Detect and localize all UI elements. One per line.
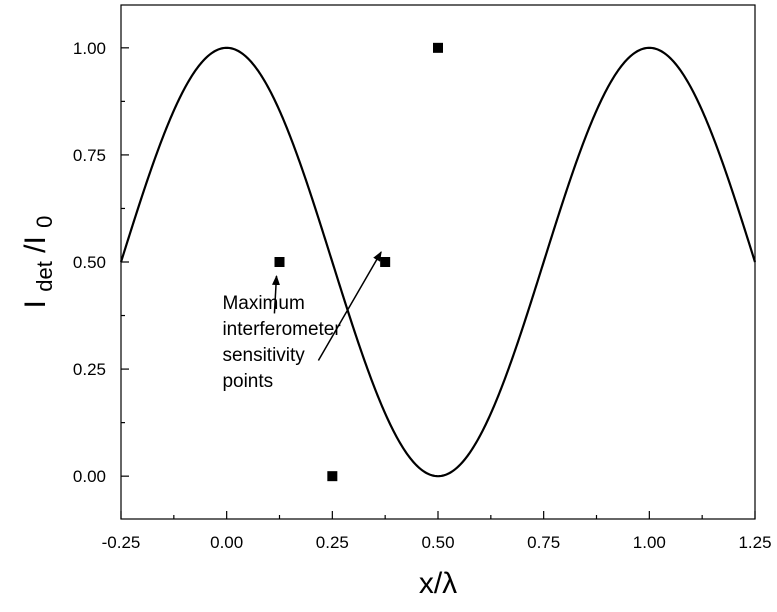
- y-label-sep: /I: [19, 236, 52, 253]
- annotation-arrow: [272, 275, 280, 314]
- annotation-text-line: points: [222, 371, 273, 392]
- plot-frame: [120, 4, 756, 520]
- x-tick-label: 0.75: [527, 533, 560, 552]
- series-line: [119, 46, 757, 478]
- y-axis-label: I det /I 0: [19, 216, 59, 309]
- annotation-arrow: [317, 251, 382, 361]
- y-tick-label: 0.00: [73, 467, 106, 486]
- y-tick-label: 0.50: [73, 253, 106, 272]
- annotation-text-line: Maximum: [222, 293, 304, 314]
- data-point-marker: [433, 42, 443, 53]
- x-axis-label: x/λ: [419, 567, 457, 600]
- x-tick-label: 0.50: [421, 533, 454, 552]
- x-tick-label: 0.00: [210, 533, 243, 552]
- y-label-main: I: [19, 300, 52, 308]
- y-tick-label: 0.75: [73, 146, 106, 165]
- annotation-text-line: interferometer: [222, 319, 341, 340]
- x-tick-label: -0.25: [102, 533, 141, 552]
- y-label-sub2: 0: [32, 216, 57, 228]
- x-tick-label: 0.25: [316, 533, 349, 552]
- y-tick-label: 0.25: [73, 360, 106, 379]
- y-label-sub1: det: [32, 261, 57, 292]
- y-tick-label: 1.00: [73, 39, 106, 58]
- data-point-marker: [327, 471, 338, 482]
- x-tick-label: 1.25: [738, 533, 771, 552]
- data-point-marker: [274, 257, 285, 267]
- annotation-text-line: sensitivity: [222, 345, 305, 366]
- data-point-marker: [380, 257, 391, 267]
- x-tick-label: 1.00: [633, 533, 666, 552]
